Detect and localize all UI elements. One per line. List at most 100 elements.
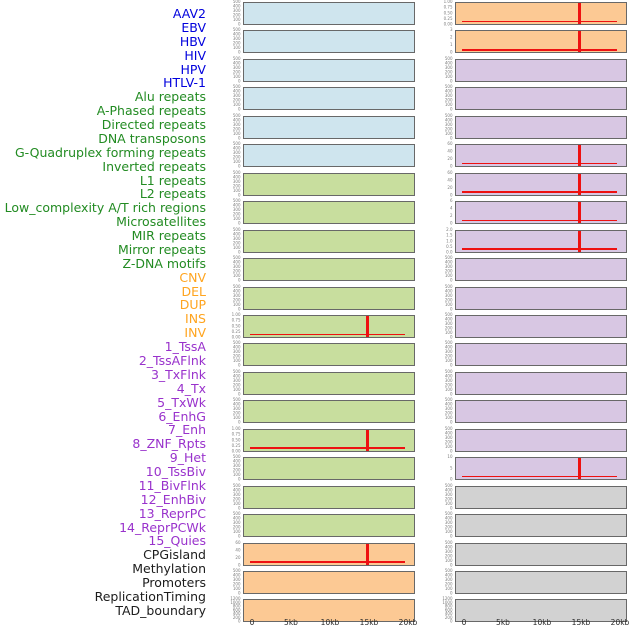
track-row: 500 400 300 200 100 0: [415, 369, 629, 397]
y-tick-label: 0: [237, 477, 241, 482]
track-panel: [455, 172, 627, 196]
signal-spike: [366, 315, 369, 337]
y-tick-label: 500: [444, 113, 453, 118]
y-tick-label: 300: [444, 264, 453, 270]
y-tick-label: 200: [232, 13, 241, 18]
y-tick-label: 400: [444, 60, 453, 66]
track-panel: [243, 428, 415, 452]
y-tick-label: 400: [444, 373, 453, 379]
y-axis-tick-labels: 1.00 0.75 0.50 0.25 0.00: [203, 427, 243, 454]
y-axis-tick-labels: 500 400 300 200 100 0: [203, 114, 243, 141]
y-tick-label: 0.25: [231, 329, 241, 334]
signal-spike: [578, 202, 581, 224]
y-tick-label: 0: [237, 306, 241, 311]
y-tick-label: 200: [232, 354, 241, 359]
y-tick-label: 200: [232, 297, 241, 302]
y-tick-label: 4: [449, 206, 453, 211]
y-tick-label: 0: [449, 306, 453, 311]
y-tick-label: 400: [444, 487, 453, 493]
y-tick-label: 500: [444, 84, 453, 90]
y-tick-label: 300: [232, 520, 241, 526]
track-row: 60 40 20 0: [415, 170, 629, 198]
track-row: 500 400 300 200 100 0: [415, 483, 629, 510]
y-tick-label: 2: [449, 35, 453, 40]
track-row: 60 40 20 0: [415, 142, 629, 169]
track-row: 500 400 300 200 100 0: [203, 369, 417, 396]
y-tick-label: 0: [237, 249, 241, 255]
y-tick-label: 0: [449, 78, 453, 84]
signal-baseline: [462, 162, 617, 165]
y-tick-label: 500: [444, 340, 453, 346]
y-tick-label: 1.5: [446, 232, 453, 238]
track-panel: [455, 485, 627, 509]
y-tick-label: 0: [449, 534, 453, 539]
y-axis-tick-labels: 500 400 300 200 100 0: [203, 255, 243, 283]
y-axis-tick-labels: 500 400 300 200 100 0: [415, 256, 455, 283]
y-tick-label: 200: [444, 297, 453, 302]
y-tick-label: 500: [444, 426, 453, 431]
y-axis-tick-labels: 500 400 300 200 100 0: [203, 27, 243, 55]
y-tick-label: 0: [237, 363, 241, 368]
y-tick-label: 0: [237, 534, 241, 539]
track-label: 1_TssA: [164, 339, 206, 355]
y-axis-tick-labels: 6 4 2 0: [415, 199, 455, 226]
track-label: Promoters: [142, 575, 206, 591]
y-axis-tick-labels: 500 400 300 200 100 0: [203, 199, 243, 226]
y-tick-label: 500: [444, 369, 453, 374]
y-tick-label: 100: [232, 159, 241, 165]
track-label: L2 repeats: [139, 186, 206, 202]
y-tick-label: 400: [232, 60, 241, 66]
track-label: DUP: [179, 297, 206, 313]
y-tick-label: 100: [232, 188, 241, 193]
y-tick-label: 400: [444, 89, 453, 94]
y-tick-label: 2: [449, 213, 453, 219]
y-tick-label: 300: [444, 577, 453, 582]
y-tick-label: 300: [444, 378, 453, 383]
y-tick-label: 400: [232, 146, 241, 151]
y-tick-label: 0: [449, 192, 453, 198]
track-panel: [455, 144, 627, 168]
y-tick-label: 100: [232, 131, 241, 136]
y-tick-label: 1.0: [446, 238, 453, 243]
y-axis-tick-labels: 500 400 300 200 100 0: [203, 85, 243, 112]
y-tick-label: 100: [232, 501, 241, 506]
y-axis-tick-labels: 500 400 300 200 100 0: [415, 369, 455, 397]
y-tick-label: 200: [444, 411, 453, 416]
y-tick-label: 200: [232, 240, 241, 246]
y-tick-label: 400: [444, 260, 453, 265]
y-axis-tick-labels: 500 400 300 200 100 0: [203, 0, 243, 26]
y-tick-label: 300: [444, 520, 453, 526]
signal-baseline: [462, 191, 617, 193]
y-axis-tick-labels: 500 400 300 200 100 0: [203, 142, 243, 169]
track-panel: [243, 144, 415, 168]
y-tick-label: 500: [232, 369, 241, 374]
track-row: 500 400 300 200 100 0: [415, 340, 629, 368]
y-tick-label: 0.0: [446, 249, 453, 255]
y-axis-tick-labels: 500 400 300 200 100 0: [415, 284, 455, 311]
signal-spike: [578, 230, 581, 252]
y-tick-label: 200: [232, 269, 241, 274]
y-tick-label: 400: [444, 430, 453, 436]
y-tick-label: 0: [237, 562, 241, 568]
track-panel: [455, 2, 627, 25]
y-tick-label: 0: [237, 107, 241, 112]
y-tick-label: 100: [444, 415, 453, 421]
y-tick-label: 300: [232, 36, 241, 42]
y-axis-tick-labels: 500 400 300 200 100 0: [415, 57, 455, 84]
track-label: Alu repeats: [134, 89, 206, 105]
y-tick-label: 500: [232, 27, 241, 33]
track-label: 13_ReprPC: [138, 505, 206, 521]
y-tick-label: 400: [232, 203, 241, 208]
track-panel: [455, 201, 627, 225]
y-tick-label: 500: [232, 255, 241, 261]
track-row: 500 400 300 200 100 0: [203, 455, 417, 482]
y-tick-label: 0: [449, 278, 453, 283]
y-tick-label: 0: [449, 420, 453, 425]
track-label: EBV: [181, 19, 206, 35]
y-tick-label: 1: [449, 42, 453, 48]
y-tick-label: 300: [444, 93, 453, 99]
track-panel: [455, 599, 627, 623]
signal-baseline: [462, 475, 617, 478]
y-axis-tick-labels: 500 400 300 200 100 0: [415, 512, 455, 539]
track-panel: [243, 2, 415, 25]
